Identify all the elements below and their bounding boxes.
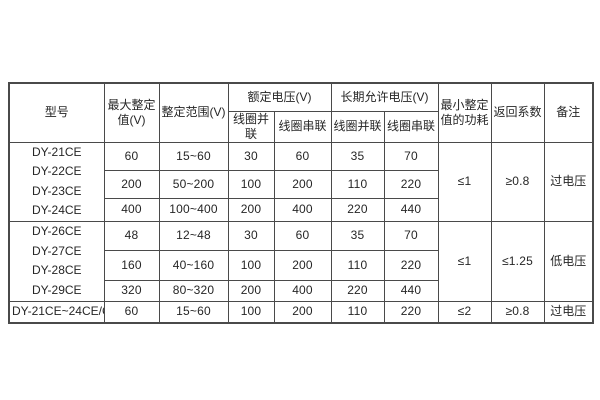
- model-name: DY-24CE: [31, 203, 82, 217]
- value-cell: 400: [103, 197, 160, 222]
- min-power-cell: ≤1: [437, 141, 492, 222]
- model-name: DY-22CE: [31, 164, 82, 178]
- model-cell-group1: DY-21CE DY-22CE DY-23CE DY-24CE: [8, 141, 105, 222]
- value-cell: 60: [103, 300, 160, 324]
- value-cell: 100: [227, 300, 275, 324]
- value-cell: 440: [383, 197, 439, 222]
- spec-table: 型号 最大整定值(V) 整定范围(V) 额定电压(V) 长期允许电压(V) 最小…: [8, 82, 594, 324]
- value-cell: 30: [227, 220, 275, 251]
- model-cell-footer: DY-21CE~24CE/C: [8, 300, 105, 324]
- header-long-term-voltage: 长期允许电压(V): [330, 82, 439, 112]
- model-name: DY-27CE: [31, 243, 82, 258]
- header-setting-range: 整定范围(V): [158, 82, 229, 143]
- value-cell: 200: [103, 169, 160, 199]
- header-model: 型号: [8, 82, 105, 143]
- header-max-setting: 最大整定值(V): [103, 82, 160, 143]
- header-coil-parallel-rated: 线圈并联: [227, 110, 275, 143]
- return-coeff-cell: ≤1.25: [490, 220, 545, 302]
- model-name: DY-29CE: [31, 282, 82, 297]
- min-power-cell: ≤2: [437, 300, 492, 324]
- value-cell: 440: [383, 279, 439, 302]
- value-cell: 70: [383, 141, 439, 171]
- value-cell: 110: [330, 169, 385, 199]
- header-coil-series-long: 线圈串联: [383, 110, 439, 143]
- header-rated-voltage: 额定电压(V): [227, 82, 332, 112]
- value-cell: 200: [273, 249, 332, 281]
- value-cell: 12~48: [158, 220, 229, 251]
- value-cell: 220: [383, 300, 439, 324]
- value-cell: 15~60: [158, 300, 229, 324]
- value-cell: 40~160: [158, 249, 229, 281]
- value-cell: 220: [383, 249, 439, 281]
- value-cell: 50~200: [158, 169, 229, 199]
- value-cell: 60: [273, 220, 332, 251]
- value-cell: 70: [383, 220, 439, 251]
- model-name: DY-21CE: [31, 144, 82, 159]
- value-cell: 320: [103, 279, 160, 302]
- value-cell: 200: [227, 279, 275, 302]
- header-min-power: 最小整定值的功耗: [437, 82, 492, 143]
- model-name: DY-23CE: [31, 183, 82, 198]
- return-coeff-cell: ≥0.8: [490, 141, 545, 222]
- model-cell-group2: DY-26CE DY-27CE DY-28CE DY-29CE: [8, 220, 105, 302]
- header-coil-parallel-long: 线圈并联: [330, 110, 385, 143]
- value-cell: 110: [330, 249, 385, 281]
- value-cell: 200: [273, 169, 332, 199]
- model-name: DY-26CE: [31, 224, 82, 238]
- table-row: DY-21CE DY-22CE DY-23CE DY-24CE 60 15~60…: [8, 141, 594, 222]
- table-row: DY-26CE DY-27CE DY-28CE DY-29CE 48 12~48…: [8, 220, 594, 302]
- header-row-2: 线圈并联 线圈串联 线圈并联 线圈串联: [9, 110, 593, 143]
- value-cell: 60: [273, 141, 332, 171]
- header-remark: 备注: [543, 82, 594, 143]
- value-cell: 35: [330, 220, 385, 251]
- table-row: DY-21CE~24CE/C 60 15~60 100 200 110 220 …: [8, 300, 594, 324]
- header-coil-series-rated: 线圈串联: [273, 110, 332, 143]
- value-cell: 30: [227, 141, 275, 171]
- value-cell: 110: [330, 300, 385, 324]
- remark-cell: 过电压: [543, 300, 594, 324]
- header-return-coeff: 返回系数: [490, 82, 545, 143]
- header-row-1: 型号 最大整定值(V) 整定范围(V) 额定电压(V) 长期允许电压(V) 最小…: [8, 82, 594, 143]
- value-cell: 160: [103, 249, 160, 281]
- value-cell: 35: [330, 141, 385, 171]
- table-row: 160 40~160 100 200 110 220: [9, 249, 593, 281]
- value-cell: 220: [330, 197, 385, 222]
- value-cell: 15~60: [158, 141, 229, 171]
- remark-cell: 过电压: [543, 141, 594, 222]
- value-cell: 220: [330, 279, 385, 302]
- value-cell: 100: [227, 249, 275, 281]
- value-cell: 100~400: [158, 197, 229, 222]
- value-cell: 220: [383, 169, 439, 199]
- value-cell: 60: [103, 141, 160, 171]
- value-cell: 200: [273, 300, 332, 324]
- min-power-cell: ≤1: [437, 220, 492, 302]
- model-name: DY-28CE: [31, 263, 82, 277]
- remark-cell: 低电压: [543, 220, 594, 302]
- return-coeff-cell: ≥0.8: [490, 300, 545, 324]
- value-cell: 80~320: [158, 279, 229, 302]
- value-cell: 48: [103, 220, 160, 251]
- value-cell: 100: [227, 169, 275, 199]
- value-cell: 200: [227, 197, 275, 222]
- value-cell: 400: [273, 197, 332, 222]
- value-cell: 400: [273, 279, 332, 302]
